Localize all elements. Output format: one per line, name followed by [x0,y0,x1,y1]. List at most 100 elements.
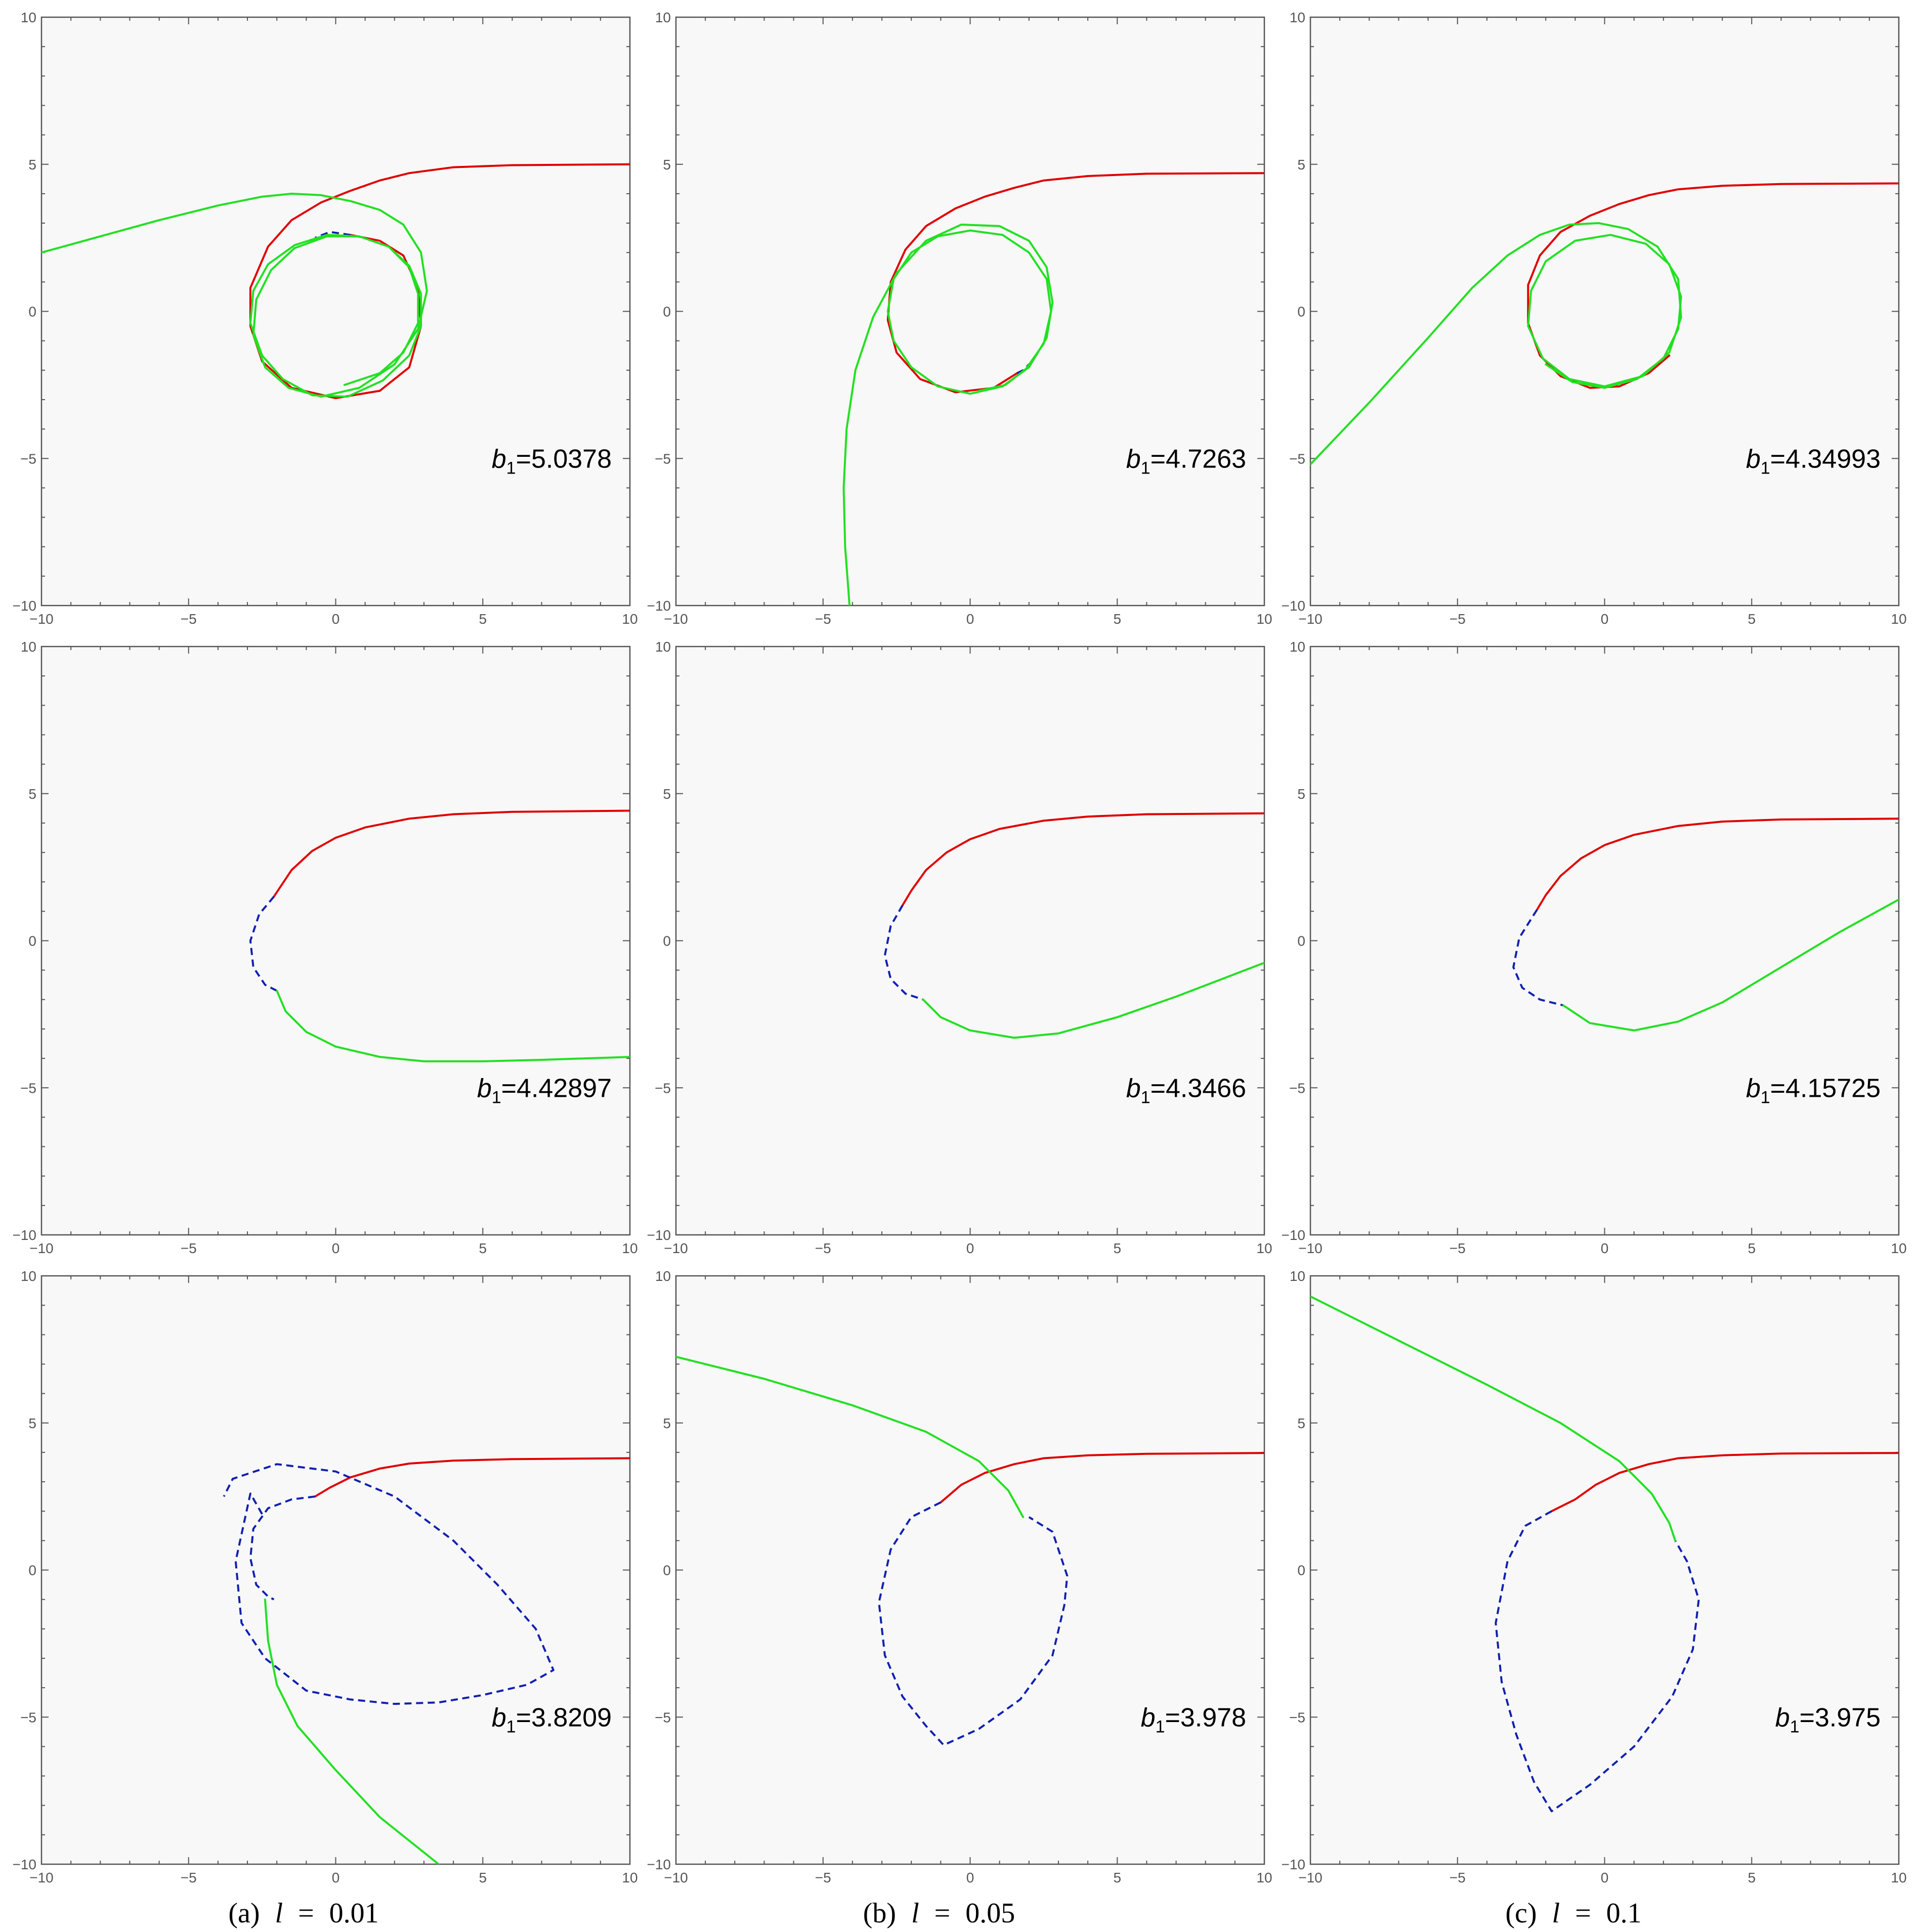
y-tick-label: −10 [647,1857,671,1872]
y-tick-label: −5 [1289,451,1305,466]
red-curve [940,1452,1264,1504]
b1-label: b1=4.15725 [1746,1074,1881,1107]
plot-panel-6: −10 −5 0 5 10 10 5 0 −5 −10 b1=4.15725 [1282,639,1907,1256]
plot-area [1310,647,1899,1235]
red-curve [1550,1452,1899,1513]
y-tick-label: −10 [647,598,671,614]
x-tick-label: 10 [1256,611,1272,627]
plot-area [41,1276,630,1864]
red-curve [901,812,1264,907]
dashed-blue-curve [315,231,351,239]
dashed-blue-curve [1495,1510,1700,1813]
b1-label: b1=4.7263 [1126,444,1246,478]
plot-frame [40,1275,631,1865]
x-tick-label: 10 [1256,1240,1272,1256]
plot-panel-2: −10 −5 0 5 10 10 5 0 −5 −10 b1=4.7263 [647,10,1272,627]
x-tick-label: 0 [966,1240,974,1256]
x-tick-label: 0 [966,611,974,627]
y-tick-label: 10 [1290,10,1305,25]
x-tick-label: 0 [332,611,340,627]
curves [883,812,1264,1039]
curves [223,1457,630,1864]
x-tick-label: −5 [1450,611,1466,627]
y-tick-label: 5 [663,1415,671,1431]
y-tick-label: −10 [647,1227,671,1243]
curves [1310,182,1899,465]
x-tick-label: 10 [1891,1870,1906,1885]
y-tick-label: 10 [21,1268,36,1284]
plot-area [676,647,1264,1235]
b1-label: b1=3.978 [1141,1703,1246,1736]
y-tick-label: −10 [13,1227,37,1243]
x-tick-label: −5 [815,1870,831,1885]
x-tick-label: 5 [479,1870,487,1885]
plot-area [41,647,630,1235]
y-tick-label: 0 [1297,1563,1305,1578]
y-tick-label: 0 [28,304,36,320]
plot-area [676,17,1264,606]
plot-area [1310,1276,1899,1864]
b1-label: b1=4.34993 [1746,444,1881,478]
curves [41,163,630,399]
x-tick-label: 5 [479,1240,487,1256]
x-tick-label: −10 [29,1870,54,1885]
x-tick-label: 5 [1113,1870,1121,1885]
y-tick-label: 10 [655,10,671,25]
plot-area [41,17,630,606]
y-tick-label: 5 [1297,786,1305,802]
y-tick-label: 5 [1297,1415,1305,1431]
x-tick-label: −10 [664,1870,688,1885]
plot-frame [675,16,1265,607]
green-curve [41,192,428,398]
dashed-blue-curve [249,896,278,992]
green-curve [1310,222,1682,465]
dashed-blue-curve [1512,909,1564,1007]
x-tick-label: −5 [1450,1240,1466,1256]
y-tick-label: 10 [1290,1268,1305,1284]
x-tick-label: −10 [29,1240,54,1256]
plot-panel-3: −10 −5 0 5 10 10 5 0 −5 −10 b1=4.34993 [1282,10,1907,627]
x-tick-label: 10 [622,1870,637,1885]
green-curve [922,962,1264,1039]
caption-c: (c) l = 0.1 [1505,1898,1641,1929]
plot-frame [1309,646,1900,1236]
x-tick-label: 5 [1748,611,1756,627]
y-tick-label: −5 [1289,1709,1305,1725]
plot-area [1310,17,1899,606]
dashed-blue-curve [223,1463,555,1705]
x-tick-label: 0 [1601,611,1609,627]
x-tick-label: −10 [664,1240,688,1256]
plot-frame [675,1275,1265,1865]
plot-panel-7: −10 −5 0 5 10 10 5 0 −5 −10 b1=3.8209 [13,1268,638,1885]
caption-b: (b) l = 0.05 [863,1898,1015,1929]
x-tick-label: −5 [815,1240,831,1256]
x-tick-label: 5 [1748,1240,1756,1256]
y-tick-label: 0 [663,304,671,320]
x-tick-label: −5 [1450,1870,1466,1885]
green-curve [676,1355,1025,1518]
y-tick-label: 10 [655,639,671,655]
red-curve [273,809,630,898]
y-tick-label: −10 [13,1857,37,1872]
y-tick-label: −5 [655,451,671,466]
x-tick-label: 5 [479,611,487,627]
dashed-blue-curve [878,1501,1069,1746]
y-tick-label: 10 [1290,639,1305,655]
x-tick-label: −5 [181,611,197,627]
plot-panel-4: −10 −5 0 5 10 10 5 0 −5 −10 b1=4.42897 [13,639,638,1256]
y-tick-label: 10 [655,1268,671,1284]
x-tick-label: 0 [1601,1240,1609,1256]
red-curve [1536,818,1899,911]
y-tick-label: −5 [20,451,36,466]
y-tick-label: −10 [1282,1857,1306,1872]
y-tick-label: 0 [28,933,36,949]
y-tick-label: −10 [1282,1227,1306,1243]
plot-frame [675,646,1265,1236]
x-tick-label: 0 [332,1870,340,1885]
x-tick-label: −10 [664,611,688,627]
y-tick-label: −5 [20,1080,36,1096]
curves [1512,818,1899,1032]
x-tick-label: −5 [815,611,831,627]
b1-label: b1=4.3466 [1126,1074,1246,1107]
